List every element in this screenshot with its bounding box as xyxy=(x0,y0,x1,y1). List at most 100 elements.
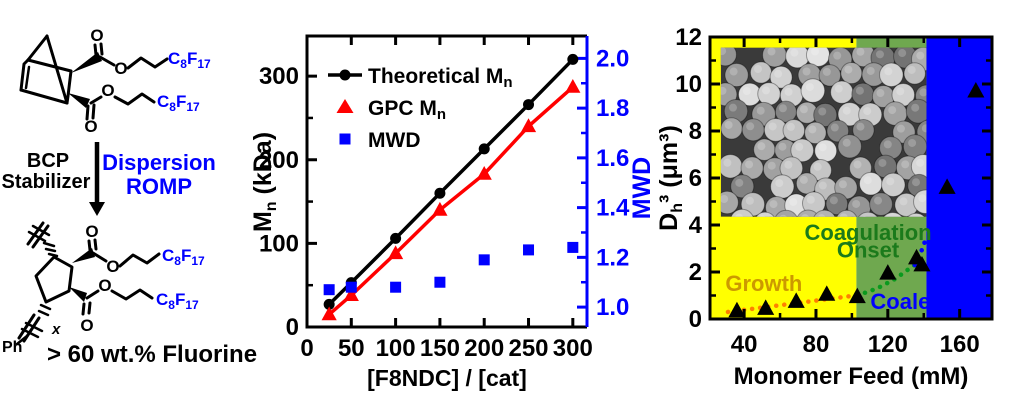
region-label: Coale xyxy=(870,289,930,314)
oxygen-atom: O xyxy=(106,257,119,276)
sem-sphere xyxy=(881,172,906,198)
sem-sphere-highlight xyxy=(855,86,864,95)
sem-sphere-highlight xyxy=(862,216,868,217)
repeat-unit-subscript: x xyxy=(51,321,61,338)
sem-sphere-highlight xyxy=(811,47,820,56)
sem-sphere-highlight xyxy=(908,138,917,147)
data-point-triangle xyxy=(879,264,897,280)
sem-sphere-highlight xyxy=(838,180,847,189)
sem-sphere-highlight xyxy=(784,87,793,96)
sem-sphere-highlight xyxy=(853,160,862,169)
data-point-square xyxy=(390,281,402,293)
legend-marker-theoretical-mn xyxy=(339,69,351,81)
sem-sphere xyxy=(814,139,838,163)
sem-sphere-highlight xyxy=(866,66,875,75)
sem-sphere-highlight xyxy=(805,83,814,92)
monomer-structure: O O O O C8F17 C8F17 xyxy=(19,26,211,136)
bond xyxy=(19,88,69,105)
x-tick-label: 120 xyxy=(868,331,908,358)
oxygen-atom: O xyxy=(101,81,114,100)
sem-inset-image xyxy=(720,47,927,217)
data-point-triangle xyxy=(565,79,581,93)
dispersion-romp-label: ROMP xyxy=(126,174,192,199)
c8f17-label: C8F17 xyxy=(162,246,205,268)
sem-sphere-highlight xyxy=(757,142,766,151)
bond xyxy=(19,58,30,92)
sem-sphere xyxy=(730,174,755,199)
sem-sphere-highlight xyxy=(745,196,754,205)
mn-mwd-legend: Theoretical Mn GPC Mn MWD xyxy=(328,65,513,152)
y-left-tick-label: 0 xyxy=(286,314,299,341)
sem-sphere-highlight xyxy=(795,142,804,151)
sem-sphere-highlight xyxy=(916,158,925,167)
sem-sphere-highlight xyxy=(769,200,778,209)
sem-sphere xyxy=(755,211,775,217)
sem-sphere xyxy=(749,61,773,84)
y-tick-label: 0 xyxy=(689,306,702,333)
region-label: Coagulation xyxy=(805,220,932,245)
data-point-triangle xyxy=(848,287,866,304)
data-point-triangle xyxy=(321,306,337,321)
c8f17-label: C8F17 xyxy=(156,290,199,312)
sem-sphere xyxy=(851,82,875,106)
sem-sphere-highlight xyxy=(735,178,744,187)
x-tick-label: 40 xyxy=(731,331,758,358)
sem-sphere xyxy=(790,138,815,163)
y-right-tick-label: 2.0 xyxy=(596,45,629,72)
y-tick-label: 12 xyxy=(675,24,702,51)
x-tick-label: 150 xyxy=(420,335,460,362)
data-point-triangle xyxy=(343,287,359,301)
sem-sphere xyxy=(852,118,875,142)
sem-sphere xyxy=(826,119,850,143)
sem-sphere-highlight xyxy=(756,106,765,115)
sem-sphere-highlight xyxy=(768,122,777,131)
sem-sphere-highlight xyxy=(829,196,838,205)
sem-sphere xyxy=(858,171,883,196)
sem-sphere-highlight xyxy=(806,195,815,204)
sem-sphere-highlight xyxy=(778,142,787,151)
chain-bond xyxy=(126,56,169,70)
legend-label-gpc-mn: GPC Mn xyxy=(368,97,446,123)
sem-sphere-highlight xyxy=(746,122,755,131)
polymer-structure: O O O O C8F17 C8F17 Ph x xyxy=(2,221,205,356)
wedge-bond xyxy=(72,248,95,263)
data-point-circle xyxy=(323,298,335,310)
oxygen-atom: O xyxy=(85,222,98,241)
sem-sphere-highlight xyxy=(818,181,827,190)
sem-sphere xyxy=(818,64,842,87)
sem-sphere-highlight xyxy=(830,123,839,132)
data-point-triangle xyxy=(818,285,836,301)
sem-sphere-highlight xyxy=(767,47,776,56)
hash-bond xyxy=(37,303,52,317)
oxygen-atom: O xyxy=(84,117,97,136)
y-right-tick-label: 1.6 xyxy=(596,145,629,172)
right-y-axis-title: Dh³ (μm³) xyxy=(655,125,686,231)
sem-sphere xyxy=(913,189,927,214)
sem-sphere-highlight xyxy=(899,197,908,206)
oxygen-atom: O xyxy=(80,316,93,335)
sem-sphere xyxy=(770,174,795,199)
ph-end-group-label: Ph xyxy=(2,339,22,356)
sem-sphere-highlight xyxy=(839,213,848,217)
sem-sphere-highlight xyxy=(856,47,865,56)
data-point-square xyxy=(345,281,357,293)
double-bond xyxy=(24,65,31,90)
y-tick-label: 10 xyxy=(675,71,702,98)
sem-sphere-highlight xyxy=(878,158,887,167)
data-point-triangle xyxy=(728,301,746,318)
sem-sphere-highlight xyxy=(735,213,744,217)
sem-sphere xyxy=(724,62,749,88)
data-point-triangle xyxy=(388,245,404,260)
sem-sphere-highlight xyxy=(863,176,872,185)
backbone-double-bond xyxy=(26,221,50,249)
sem-sphere xyxy=(740,192,766,217)
arrow-head-icon xyxy=(89,202,105,216)
sem-sphere-highlight xyxy=(813,162,822,171)
sem-sphere xyxy=(903,62,926,85)
bond xyxy=(26,34,49,62)
y-right-tick-label: 1.2 xyxy=(596,244,629,271)
carbonyl-double-bond xyxy=(87,238,98,252)
carbonyl-double-bond xyxy=(93,42,104,57)
